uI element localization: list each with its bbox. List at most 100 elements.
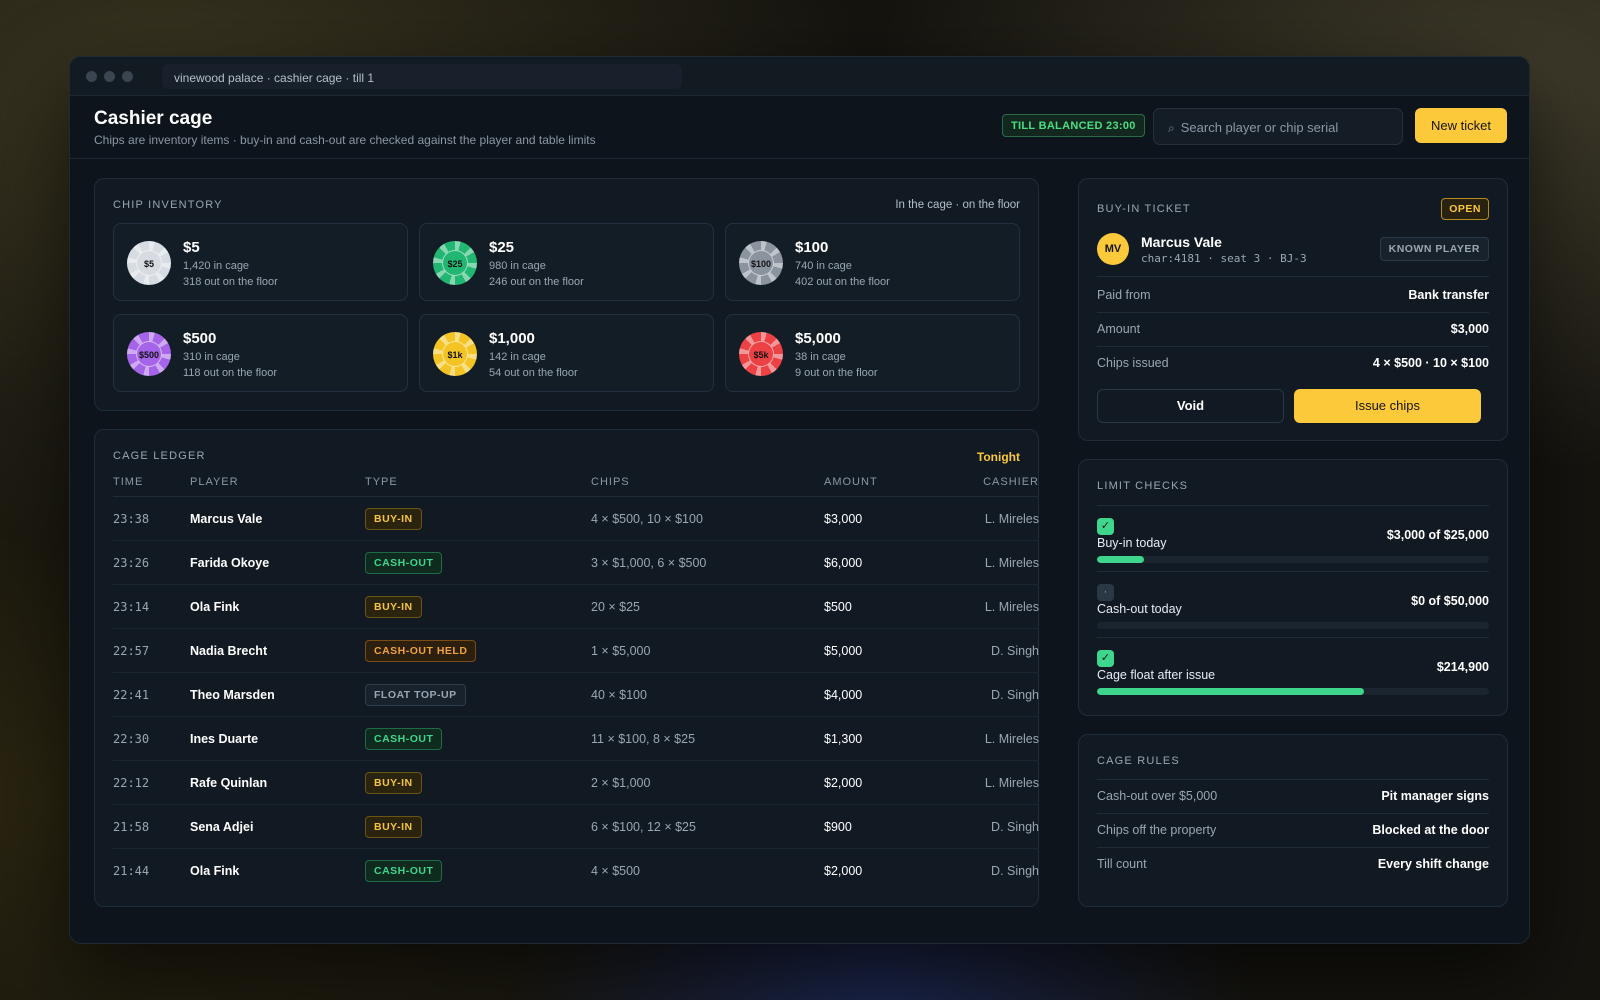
row-chips: 40 × $100 (591, 672, 824, 717)
rule-label: Chips off the property (1097, 823, 1217, 837)
col-cashier: CASHIER (944, 472, 1039, 497)
table-row[interactable]: 21:58 Sena Adjei BUY-IN 6 × $100, 12 × $… (113, 804, 1039, 849)
cage-ledger-card: CAGE LEDGER Tonight TIME PLAYER TYPE CHI… (94, 429, 1039, 907)
row-time: 23:26 (113, 540, 190, 585)
row-time: 22:41 (113, 672, 190, 717)
chip-on-floor: 118 out on the floor (183, 367, 277, 379)
type-badge: BUY-IN (365, 815, 422, 838)
row-player[interactable]: Rafe Quinlan (190, 760, 365, 805)
table-row[interactable]: 22:30 Ines Duarte CASH-OUT 11 × $100, 8 … (113, 716, 1039, 761)
row-cashier: L. Mireles (944, 540, 1039, 585)
table-row[interactable]: 23:38 Marcus Vale BUY-IN 4 × $500, 10 × … (113, 496, 1039, 541)
chip-card[interactable]: $100 $100 740 in cage 402 out on the flo… (725, 223, 1020, 301)
chip-in-cage: 740 in cage (795, 260, 852, 272)
chip-card[interactable]: $1k $1,000 142 in cage 54 out on the flo… (419, 314, 714, 392)
address-bar[interactable]: vinewood palace · cashier cage · till 1 (162, 64, 682, 89)
row-type-cell: CASH-OUT (365, 849, 591, 893)
buy-in-ticket-card: BUY-IN TICKET OPEN MV Marcus Vale char:4… (1078, 178, 1508, 441)
new-ticket-button[interactable]: New ticket (1415, 108, 1507, 143)
limit-value: $214,900 (1436, 660, 1489, 674)
check-icon: ✓ (1097, 518, 1114, 535)
ticket-player-name[interactable]: Marcus Vale (1141, 234, 1222, 250)
chip-on-floor: 9 out on the floor (795, 367, 878, 379)
type-badge: BUY-IN (365, 507, 422, 530)
chip-on-floor: 54 out on the floor (489, 367, 578, 379)
row-player[interactable]: Nadia Brecht (190, 628, 365, 673)
table-row[interactable]: 23:14 Ola Fink BUY-IN 20 × $25 $500 L. M… (113, 584, 1039, 629)
chip-in-cage: 1,420 in cage (183, 260, 250, 272)
row-type-cell: BUY-IN (365, 584, 591, 629)
check-icon: ✓ (1097, 650, 1114, 667)
app-window: vinewood palace · cashier cage · till 1 … (69, 56, 1530, 944)
chip-face-label: $1k (442, 341, 468, 367)
chip-on-floor: 318 out on the floor (183, 276, 278, 288)
chip-in-cage: 38 in cage (795, 351, 846, 363)
search-icon: ⌕ (1168, 121, 1175, 135)
limit-progress-fill (1097, 688, 1364, 695)
chip-value: $1,000 (489, 330, 535, 347)
ticket-player-meta: char:4181 · seat 3 · BJ-3 (1141, 252, 1307, 265)
page-subtitle: Chips are inventory items · buy-in and c… (94, 133, 596, 147)
chip-card[interactable]: $5k $5,000 38 in cage 9 out on the floor (725, 314, 1020, 392)
poker-chip-icon: $500 (127, 332, 171, 376)
row-amount: $3,000 (824, 496, 944, 541)
chip-value: $5,000 (795, 330, 841, 347)
row-player[interactable]: Ola Fink (190, 584, 365, 629)
row-amount: $5,000 (824, 628, 944, 673)
row-time: 22:57 (113, 628, 190, 673)
limit-value: $3,000 of $25,000 (1386, 528, 1489, 542)
title-bar: vinewood palace · cashier cage · till 1 (70, 57, 1529, 96)
row-cashier: L. Mireles (944, 760, 1039, 805)
col-time: TIME (113, 472, 190, 497)
limit-label: Cash-out today (1097, 602, 1182, 616)
rule-value: Pit manager signs (1381, 789, 1489, 803)
chip-inventory-card: CHIP INVENTORY In the cage · on the floo… (94, 178, 1039, 411)
issue-chips-button[interactable]: Issue chips (1294, 389, 1481, 423)
row-cashier: L. Mireles (944, 716, 1039, 761)
chip-face-label: $500 (136, 341, 162, 367)
row-player[interactable]: Marcus Vale (190, 496, 365, 541)
row-player[interactable]: Ola Fink (190, 863, 240, 878)
chip-on-floor: 402 out on the floor (795, 276, 890, 288)
limits-title: LIMIT CHECKS (1097, 480, 1189, 492)
cage-rule-item: Till count Every shift change (1097, 847, 1489, 881)
chip-card[interactable]: $25 $25 980 in cage 246 out on the floor (419, 223, 714, 301)
limit-progress-fill (1097, 556, 1145, 563)
table-row[interactable]: 21:44 Ola Fink CASH-OUT 4 × $500 $2,000 … (113, 849, 1039, 893)
row-chips: 20 × $25 (591, 584, 824, 629)
row-player[interactable]: Ines Duarte (190, 716, 365, 761)
poker-chip-icon: $5k (739, 332, 783, 376)
limit-progress-bar (1097, 688, 1489, 695)
type-badge: CASH-OUT (365, 859, 443, 882)
chip-face-label: $5k (748, 341, 774, 367)
window-zoom-dot[interactable] (122, 71, 133, 82)
poker-chip-icon: $1k (433, 332, 477, 376)
row-time: 22:30 (113, 716, 190, 761)
limit-label: Buy-in today (1097, 536, 1167, 550)
void-button[interactable]: Void (1097, 389, 1284, 423)
row-cashier: D. Singh (991, 863, 1039, 878)
col-amount: AMOUNT (824, 472, 944, 497)
row-player[interactable]: Theo Marsden (190, 672, 365, 717)
row-amount: $4,000 (824, 672, 944, 717)
cage-rule-item: Chips off the property Blocked at the doo… (1097, 813, 1489, 847)
window-close-dot[interactable] (86, 71, 97, 82)
row-type-cell: BUY-IN (365, 496, 591, 541)
row-amount: $6,000 (824, 540, 944, 585)
row-player[interactable]: Farida Okoye (190, 540, 365, 585)
row-player[interactable]: Sena Adjei (190, 804, 365, 849)
ledger-period[interactable]: Tonight (976, 450, 1020, 464)
table-row[interactable]: 22:57 Nadia Brecht CASH-OUT HELD 1 × $5,… (113, 628, 1039, 673)
page-header: Cashier cage Chips are inventory items ·… (70, 96, 1529, 159)
table-row[interactable]: 23:26 Farida Okoye CASH-OUT 3 × $1,000, … (113, 540, 1039, 585)
search-input[interactable]: ⌕ Search player or chip serial (1153, 108, 1403, 145)
chip-card[interactable]: $500 $500 310 in cage 118 out on the flo… (113, 314, 408, 392)
ticket-title: BUY-IN TICKET (1097, 203, 1191, 215)
type-badge: CASH-OUT (365, 551, 443, 574)
row-chips: 11 × $100, 8 × $25 (591, 716, 824, 761)
window-minimize-dot[interactable] (104, 71, 115, 82)
chip-card[interactable]: $5 $5 1,420 in cage 318 out on the floor (113, 223, 408, 301)
table-row[interactable]: 22:41 Theo Marsden FLOAT TOP-UP 40 × $10… (113, 672, 1039, 717)
known-player-badge: KNOWN PLAYER (1379, 237, 1489, 261)
table-row[interactable]: 22:12 Rafe Quinlan BUY-IN 2 × $1,000 $2,… (113, 760, 1039, 805)
